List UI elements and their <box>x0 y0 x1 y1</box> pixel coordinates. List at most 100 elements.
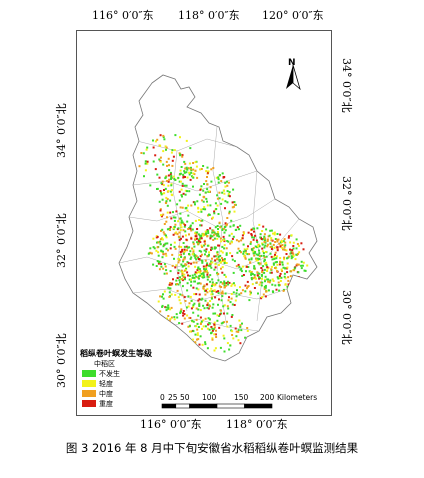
rice-pixel <box>196 228 199 230</box>
rice-pixel <box>163 138 166 141</box>
rice-pixel <box>272 243 275 246</box>
rice-pixel <box>222 312 225 315</box>
rice-pixel <box>197 326 200 328</box>
rice-pixel <box>208 190 211 193</box>
rice-pixel <box>159 310 162 313</box>
rice-pixel <box>289 248 291 251</box>
rice-pixel <box>198 268 201 271</box>
rice-pixel <box>247 245 249 248</box>
rice-pixel <box>226 320 228 323</box>
rice-pixel <box>225 252 228 255</box>
rice-pixel <box>229 301 232 304</box>
rice-pixel <box>155 265 158 267</box>
rice-pixel <box>204 293 207 296</box>
rice-pixel <box>200 237 203 240</box>
rice-pixel <box>198 271 200 273</box>
rice-pixel <box>178 299 181 302</box>
rice-pixel <box>209 235 212 238</box>
rice-pixel <box>170 189 173 192</box>
rice-pixel <box>252 277 255 280</box>
rice-pixel <box>206 188 209 191</box>
rice-pixel <box>293 269 296 272</box>
rice-pixel <box>251 249 254 252</box>
rice-pixel <box>189 178 192 181</box>
rice-pixel <box>216 237 219 240</box>
rice-pixel <box>177 283 180 286</box>
rice-pixel <box>177 176 180 179</box>
rice-pixel <box>275 288 278 291</box>
rice-pixel <box>156 241 158 244</box>
rice-pixel <box>192 162 195 164</box>
scale-tick-label: 100 <box>202 393 217 402</box>
rice-pixel <box>180 221 183 224</box>
rice-pixel <box>179 212 182 215</box>
rice-pixel <box>193 293 196 296</box>
rice-pixel <box>231 334 234 336</box>
rice-pixel <box>274 261 277 264</box>
rice-pixel <box>224 200 227 203</box>
rice-pixel <box>223 350 226 353</box>
rice-pixel <box>271 290 274 293</box>
rice-pixel <box>169 317 172 320</box>
rice-pixel <box>156 235 159 238</box>
rice-pixel <box>217 178 220 181</box>
scale-segment <box>189 403 218 409</box>
rice-pixel <box>261 281 264 284</box>
rice-pixel <box>277 277 280 280</box>
rice-pixel <box>190 280 193 283</box>
rice-pixel <box>192 286 195 289</box>
rice-pixel <box>170 193 173 196</box>
rice-pixel <box>204 299 207 302</box>
rice-pixel <box>243 255 246 258</box>
rice-pixel <box>230 284 233 287</box>
rice-pixel <box>287 279 290 282</box>
rice-pixel <box>160 182 163 185</box>
rice-pixel <box>281 246 284 249</box>
rice-pixel <box>232 337 235 340</box>
rice-pixel <box>274 251 277 254</box>
rice-pixel <box>170 178 172 180</box>
rice-pixel <box>185 171 188 174</box>
rice-pixel <box>168 283 171 286</box>
rice-pixel <box>215 176 218 179</box>
rice-pixel <box>177 227 180 230</box>
rice-pixel <box>249 290 252 293</box>
rice-pixel <box>255 281 258 284</box>
rice-pixel <box>180 269 183 272</box>
rice-pixel <box>228 210 231 213</box>
rice-pixel <box>152 146 155 149</box>
rice-pixel <box>213 326 216 329</box>
rice-pixel <box>161 295 163 298</box>
rice-pixel <box>294 278 297 281</box>
rice-pixel <box>157 261 160 264</box>
rice-pixel <box>220 240 223 243</box>
rice-pixel <box>153 247 156 250</box>
rice-pixel <box>177 296 180 299</box>
rice-pixel <box>213 237 216 240</box>
rice-pixel <box>264 251 267 253</box>
rice-pixel <box>226 305 229 308</box>
rice-pixel <box>261 269 264 272</box>
rice-pixel <box>179 281 181 284</box>
rice-pixel <box>207 264 210 267</box>
rice-pixel <box>258 276 261 279</box>
rice-pixel <box>195 325 198 328</box>
rice-pixel <box>239 324 242 327</box>
rice-pixel <box>208 322 211 325</box>
rice-pixel <box>228 281 231 284</box>
rice-pixel <box>292 241 295 244</box>
rice-pixel <box>252 252 255 255</box>
rice-pixel <box>209 227 212 230</box>
rice-pixel <box>185 267 188 270</box>
rice-pixel <box>170 183 173 186</box>
rice-pixel <box>181 271 184 273</box>
rice-pixel <box>173 318 176 321</box>
rice-pixel <box>215 208 218 210</box>
rice-pixel <box>191 247 194 250</box>
rice-pixel <box>270 271 273 274</box>
rice-pixel <box>202 272 205 275</box>
rice-pixel <box>224 185 227 188</box>
rice-pixel <box>217 213 220 215</box>
rice-pixel <box>162 252 165 255</box>
rice-pixel <box>231 241 233 244</box>
